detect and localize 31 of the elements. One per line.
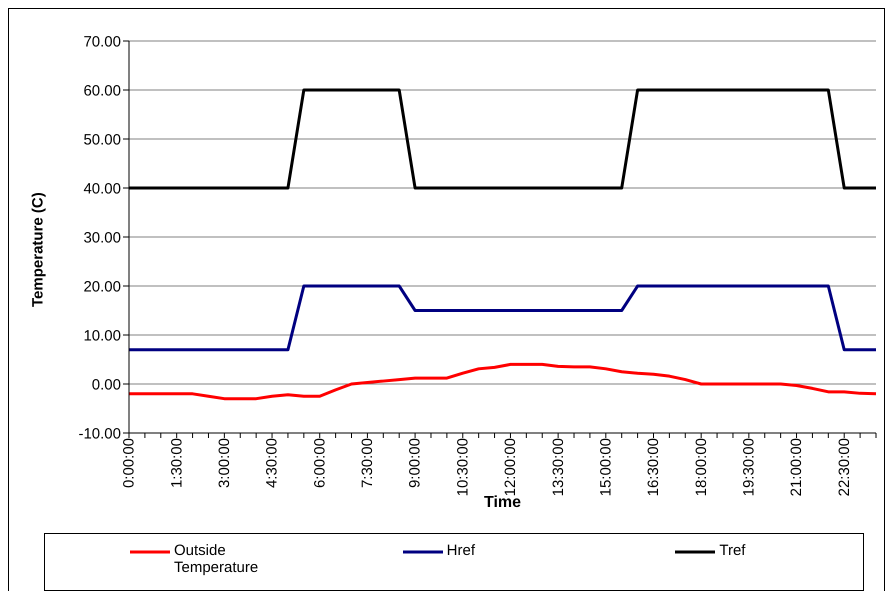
y-axis-title: Temperature (C) xyxy=(29,192,46,307)
x-tick-label: 13:30:00 xyxy=(550,438,567,496)
y-tick-label: 20.00 xyxy=(83,278,121,296)
x-tick-label: 15:00:00 xyxy=(597,438,614,496)
x-tick-label: 3:00:00 xyxy=(216,438,234,488)
y-tick-label: -10.00 xyxy=(78,425,121,442)
y-tick-label: 70.00 xyxy=(83,33,121,50)
x-tick-label: 0:00:00 xyxy=(120,438,138,488)
x-tick-label: 6:00:00 xyxy=(311,438,328,488)
y-tick-label: 30.00 xyxy=(83,229,121,246)
x-tick-label: 18:00:00 xyxy=(692,438,710,496)
x-tick-label: 7:30:00 xyxy=(359,438,376,488)
legend-label: Href xyxy=(446,542,476,559)
x-tick-label: 21:00:00 xyxy=(788,438,806,496)
x-tick-label: 16:30:00 xyxy=(645,438,662,496)
x-tick-label: 10:30:00 xyxy=(454,438,472,496)
x-tick-label: 12:00:00 xyxy=(502,438,520,496)
legend-label: Outside Temperature xyxy=(174,542,260,576)
line-series xyxy=(128,362,878,400)
x-axis-title: Time xyxy=(484,494,522,511)
y-tick-label: 0.00 xyxy=(92,376,121,394)
x-tick-label: 9:00:00 xyxy=(406,438,424,488)
y-tick-label: 40.00 xyxy=(83,180,121,198)
x-tick-label: 22:30:00 xyxy=(836,438,853,496)
x-tick-label: 19:30:00 xyxy=(740,438,758,496)
y-tick-label: 50.00 xyxy=(83,131,121,148)
legend-label: Tref xyxy=(719,542,746,559)
y-tick-label: 60.00 xyxy=(83,82,121,100)
x-tick-label: 4:30:00 xyxy=(264,438,281,488)
x-tick-label: 1:30:00 xyxy=(168,438,186,488)
y-tick-label: 10.00 xyxy=(83,327,121,344)
